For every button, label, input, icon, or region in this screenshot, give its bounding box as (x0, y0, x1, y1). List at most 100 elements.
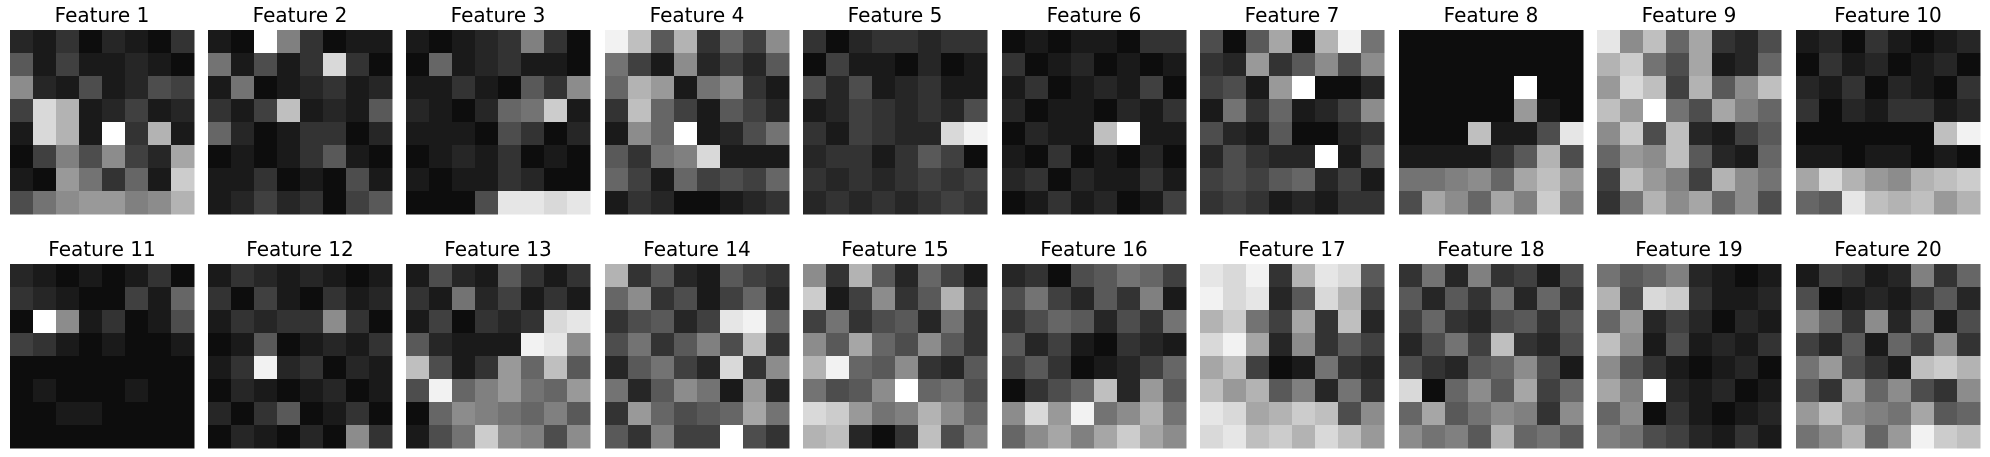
heatmap-cell (743, 53, 767, 77)
heatmap-cell (148, 333, 172, 357)
heatmap-cell (1361, 379, 1385, 403)
heatmap-cell (1361, 145, 1385, 169)
heatmap-cell (498, 122, 522, 146)
heatmap-cell (231, 402, 255, 426)
heatmap-cell (429, 30, 453, 54)
heatmap-cell (1597, 145, 1621, 169)
heatmap-cell (429, 122, 453, 146)
heatmap-cell (628, 76, 652, 100)
heatmap-cell (406, 168, 430, 192)
heatmap-cell (918, 287, 942, 311)
heatmap-cell (1315, 379, 1339, 403)
heatmap-cell (1071, 287, 1095, 311)
heatmap-cell (1643, 53, 1667, 77)
heatmap-cell (1491, 402, 1515, 426)
heatmap-cell (10, 425, 34, 449)
heatmap-cell (1514, 333, 1538, 357)
heatmap-cell (766, 356, 790, 380)
heatmap-cell (1117, 402, 1141, 426)
heatmap-cell (766, 379, 790, 403)
heatmap-cell (1094, 356, 1118, 380)
heatmap-cell (1689, 333, 1713, 357)
heatmap-cell (720, 191, 744, 215)
heatmap-cell (605, 310, 629, 334)
heatmap-cell (429, 264, 453, 288)
heatmap-cell (231, 379, 255, 403)
heatmap-cell (1399, 287, 1423, 311)
heatmap-cell (1422, 76, 1446, 100)
heatmap-cell (674, 145, 698, 169)
heatmap-cell (1223, 99, 1247, 123)
heatmap-cell (1002, 30, 1026, 54)
heatmap-cell (941, 402, 965, 426)
heatmap-cell (1422, 287, 1446, 311)
heatmap-cell (1338, 402, 1362, 426)
heatmap-cell (1666, 425, 1690, 449)
heatmap-cell (1338, 122, 1362, 146)
heatmap-cell (1911, 310, 1935, 334)
heatmap-cell (429, 333, 453, 357)
heatmap-cell (743, 287, 767, 311)
panel-title: Feature 15 (841, 237, 948, 261)
heatmap-cell (567, 145, 591, 169)
heatmap-cell (849, 76, 873, 100)
heatmap-cell (429, 76, 453, 100)
heatmap-cell (475, 168, 499, 192)
heatmap-cell (1361, 76, 1385, 100)
heatmap-cell (766, 287, 790, 311)
heatmap-cell (1445, 264, 1469, 288)
heatmap-cell (1560, 76, 1584, 100)
heatmap-cell (1796, 122, 1820, 146)
heatmap-cell (743, 310, 767, 334)
heatmap-cell (323, 53, 347, 77)
heatmap-cell (1025, 287, 1049, 311)
heatmap-cell (895, 76, 919, 100)
heatmap-cell (1094, 310, 1118, 334)
heatmap-cell (918, 264, 942, 288)
heatmap-cell (872, 76, 896, 100)
heatmap-cell (651, 191, 675, 215)
heatmap-cell (628, 53, 652, 77)
heatmap-cell (79, 30, 103, 54)
heatmap-cell (1399, 122, 1423, 146)
heatmap-cell (849, 168, 873, 192)
heatmap-cell (918, 379, 942, 403)
heatmap-cell (1597, 310, 1621, 334)
heatmap-cell (10, 53, 34, 77)
heatmap-cell (674, 356, 698, 380)
heatmap-cell (720, 333, 744, 357)
panel-title: Feature 14 (643, 237, 750, 261)
heatmap-cell (208, 30, 232, 54)
heatmap-cell (1712, 379, 1736, 403)
heatmap-cell (567, 191, 591, 215)
heatmap-cell (1934, 168, 1958, 192)
heatmap-cell (697, 287, 721, 311)
heatmap-cell (1223, 310, 1247, 334)
heatmap-cell (1491, 30, 1515, 54)
heatmap-cell (1468, 30, 1492, 54)
heatmap-cell (102, 356, 126, 380)
heatmap-cell (277, 287, 301, 311)
panel-title: Feature 1 (55, 3, 150, 27)
heatmap-cell (300, 264, 324, 288)
heatmap-cell (1842, 425, 1866, 449)
heatmap-cell (1200, 287, 1224, 311)
heatmap-cell (697, 30, 721, 54)
heatmap-cell (1689, 264, 1713, 288)
heatmap-cell (964, 425, 988, 449)
heatmap-cell (1163, 425, 1187, 449)
heatmap-cell (544, 145, 568, 169)
heatmap-cell (1537, 425, 1561, 449)
heatmap-cell (651, 76, 675, 100)
heatmap-cell (208, 122, 232, 146)
heatmap-cell (369, 287, 393, 311)
heatmap-cell (1934, 333, 1958, 357)
heatmap-cell (300, 333, 324, 357)
heatmap-cell (1246, 425, 1270, 449)
heatmap-cell (1315, 356, 1339, 380)
heatmap-cell (1315, 122, 1339, 146)
heatmap-cell (1315, 76, 1339, 100)
heatmap-cell (475, 264, 499, 288)
heatmap-cell (674, 53, 698, 77)
heatmap-cell (674, 191, 698, 215)
